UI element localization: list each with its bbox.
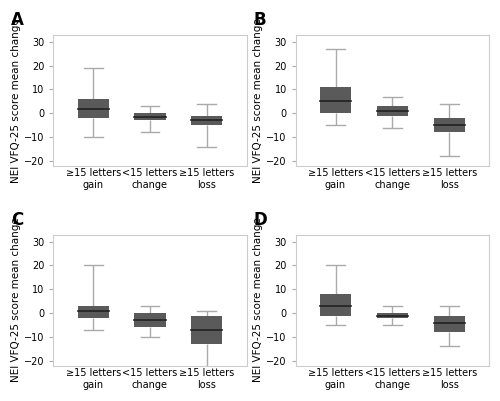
Bar — [78, 306, 109, 318]
Bar — [78, 99, 109, 118]
Bar — [376, 313, 408, 318]
Y-axis label: NEI VFQ-25 score mean change: NEI VFQ-25 score mean change — [11, 218, 21, 383]
Text: A: A — [11, 12, 24, 30]
Bar — [320, 294, 351, 316]
Y-axis label: NEI VFQ-25 score mean change: NEI VFQ-25 score mean change — [11, 18, 21, 182]
Text: B: B — [254, 12, 266, 30]
Text: C: C — [11, 211, 23, 229]
Y-axis label: NEI VFQ-25 score mean change: NEI VFQ-25 score mean change — [254, 18, 264, 182]
Text: D: D — [254, 211, 267, 229]
Bar — [191, 116, 222, 125]
Bar — [134, 313, 166, 327]
Bar — [191, 316, 222, 344]
Y-axis label: NEI VFQ-25 score mean change: NEI VFQ-25 score mean change — [254, 218, 264, 383]
Bar — [134, 113, 166, 120]
Bar — [376, 106, 408, 116]
Bar — [320, 87, 351, 113]
Bar — [434, 118, 465, 132]
Bar — [434, 316, 465, 332]
